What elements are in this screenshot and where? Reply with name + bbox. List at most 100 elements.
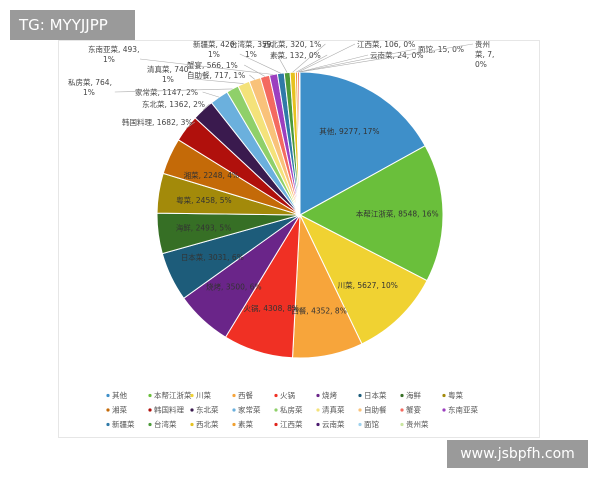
slice-label: 本帮江浙菜, 8548, 16% <box>356 209 439 219</box>
outside-label: 江西菜, 106, 0% <box>298 39 415 73</box>
legend-marker <box>316 408 320 412</box>
slice-label: 日本菜, 3031, 6% <box>181 252 244 262</box>
legend-marker <box>316 422 320 427</box>
outside-label-line: 自助餐, 717, 1% <box>187 70 245 80</box>
outside-label: 私房菜, 764,1% <box>68 77 233 97</box>
legend-marker <box>274 408 278 412</box>
outside-label-line: 菜, 7, <box>475 49 494 59</box>
outside-label-line: 私房菜, 764, <box>68 77 112 87</box>
watermark: www.jsbpfh.com <box>447 440 588 468</box>
outside-label-line: 江西菜, 106, 0% <box>357 39 415 49</box>
legend-marker <box>148 422 152 427</box>
pie-slice-0 <box>299 71 426 216</box>
legend-marker <box>106 393 110 398</box>
legend-item: 火锅 <box>274 390 295 400</box>
outside-label-line: 东北菜, 1362, 2% <box>142 99 205 109</box>
legend-marker <box>190 422 194 427</box>
pie-slice-2 <box>298 213 428 345</box>
legend-item: 西餐 <box>232 391 253 400</box>
outside-label: 贵州菜, 7,0% <box>299 39 494 73</box>
legend-item: 云南菜 <box>316 419 345 429</box>
pie-slice-1 <box>298 145 444 282</box>
legend-item: 西北菜 <box>190 419 219 429</box>
legend-label: 韩国料理 <box>154 405 184 415</box>
legend-label: 西北菜 <box>196 419 219 429</box>
legend-item: 粤菜 <box>442 390 463 400</box>
outside-label-line: 云南菜, 24, 0% <box>370 50 423 60</box>
legend-label: 自助餐 <box>364 405 387 415</box>
leader-line <box>276 53 288 73</box>
legend-item: 台湾菜 <box>148 419 177 429</box>
outside-label-line: 素菜, 132, 0% <box>270 50 321 60</box>
leader-line <box>299 54 369 73</box>
legend-label: 其他 <box>112 390 127 400</box>
leader-line <box>202 91 220 98</box>
outside-label-line: 东南亚菜, 493, <box>88 44 139 54</box>
legend-item: 日本菜 <box>358 390 387 400</box>
legend-item: 海鲜 <box>400 390 421 400</box>
slice-label: 其他, 9277, 17% <box>319 126 379 136</box>
legend-label: 粤菜 <box>448 390 463 400</box>
leader-line <box>299 43 474 73</box>
legend-item: 面馆 <box>358 419 379 429</box>
leader-line <box>239 53 281 74</box>
legend-marker <box>148 408 152 412</box>
outside-label-line: 蟹宴, 566, 1% <box>187 60 238 70</box>
outside-label: 家常菜, 1147, 2% <box>135 87 220 98</box>
legend-label: 湘菜 <box>112 405 127 415</box>
legend-label: 素菜 <box>238 419 253 429</box>
outside-label: 新疆菜, 420,1% <box>193 39 281 74</box>
legend-marker <box>442 408 446 412</box>
legend-item: 清真菜 <box>316 405 345 415</box>
slice-label: 烧烤, 3500, 6% <box>206 281 262 291</box>
outside-label-line: 1% <box>208 50 220 59</box>
legend-marker <box>358 408 362 412</box>
outside-label-line: 1% <box>162 75 174 84</box>
leader-line <box>298 43 356 73</box>
legend-label: 烧烤 <box>322 390 337 400</box>
legend-label: 海鲜 <box>406 390 421 400</box>
legend-marker <box>316 393 320 398</box>
legend-marker <box>232 422 236 427</box>
legend-label: 江西菜 <box>280 419 303 429</box>
outside-label-line: 新疆菜, 420, <box>193 39 237 49</box>
outside-label: 韩国料理, 1682, 3% <box>122 117 195 129</box>
legend-marker <box>106 422 110 427</box>
legend-marker <box>190 393 194 398</box>
outside-label: 东北菜, 1362, 2% <box>142 99 210 111</box>
slice-label: 川菜, 5627, 10% <box>338 280 398 290</box>
legend-marker <box>232 393 236 398</box>
outside-label-line: 1% <box>83 88 95 97</box>
legend-marker <box>400 422 404 427</box>
legend-item: 湘菜 <box>106 405 127 415</box>
slice-label: 粤菜, 2458, 5% <box>176 195 232 205</box>
leader-line <box>249 74 255 80</box>
outside-label-line: 1% <box>245 50 257 59</box>
legend-item: 东北菜 <box>190 405 219 415</box>
chart-frame <box>58 40 540 438</box>
outside-label-line: 1% <box>103 55 115 64</box>
legend-label: 台湾菜 <box>154 419 177 429</box>
outside-label: 台湾菜, 359,1% <box>230 39 288 73</box>
legend-item: 新疆菜 <box>106 419 135 429</box>
leader-line <box>139 58 274 75</box>
outside-label: 清真菜, 740,1% <box>147 64 244 84</box>
slice-label: 湘菜, 2248, 4% <box>184 170 240 180</box>
legend-item: 自助餐 <box>358 405 387 415</box>
leader-line <box>186 121 195 129</box>
outside-label: 蟹宴, 566, 1% <box>187 60 266 77</box>
outside-label: 自助餐, 717, 1% <box>187 70 255 80</box>
legend-label: 东南亚菜 <box>448 405 478 415</box>
outside-label-line: 西北菜, 320, 1% <box>263 39 321 49</box>
legend-marker <box>442 393 446 398</box>
outside-label: 云南菜, 24, 0% <box>299 50 423 73</box>
outside-label-line: 家常菜, 1147, 2% <box>135 87 198 97</box>
legend-item: 其他 <box>106 390 127 400</box>
legend-item: 江西菜 <box>274 419 303 429</box>
legend-item: 私房菜 <box>274 405 303 415</box>
legend-label: 新疆菜 <box>112 419 135 429</box>
legend-marker <box>148 393 152 398</box>
leader-line <box>193 78 244 84</box>
legend-item: 素菜 <box>232 419 253 429</box>
